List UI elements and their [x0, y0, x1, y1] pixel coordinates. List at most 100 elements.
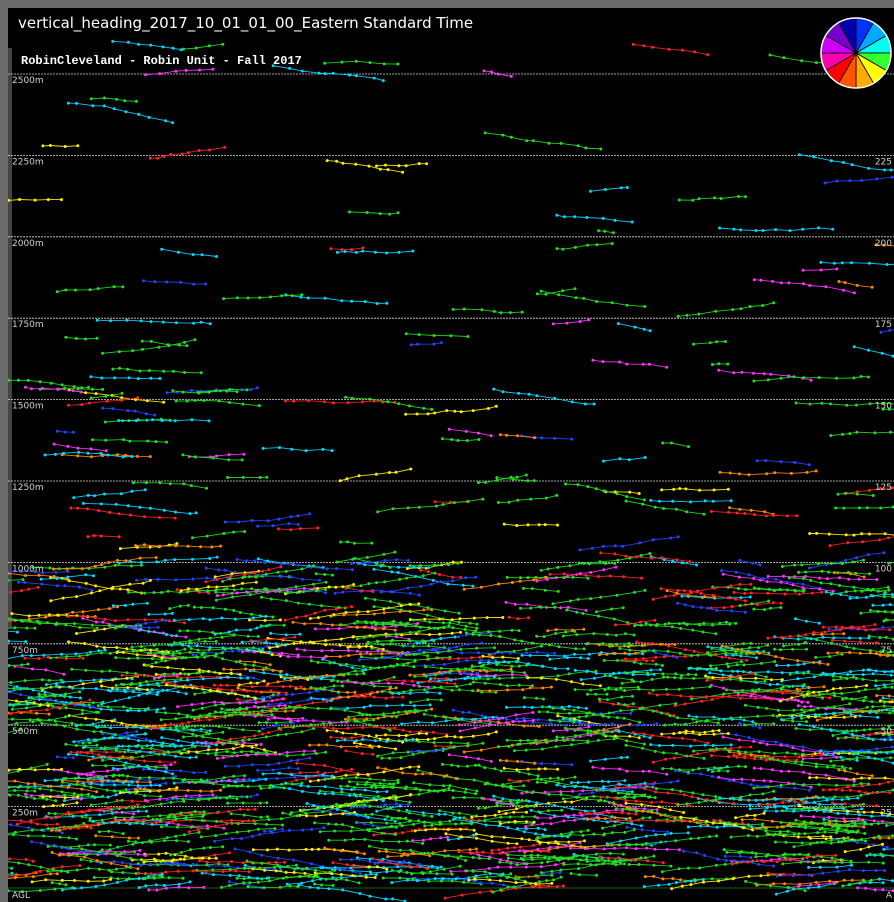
bird-track	[148, 145, 227, 160]
bird-track	[8, 886, 75, 893]
bird-track	[507, 778, 530, 784]
bird-track	[538, 839, 586, 845]
bird-track	[107, 688, 188, 696]
heading-color-wheel	[820, 17, 892, 89]
bird-track	[8, 872, 59, 880]
bird-track	[723, 854, 753, 859]
bird-track	[623, 670, 698, 677]
bird-track	[852, 345, 894, 358]
bird-track	[325, 159, 405, 174]
bird-track	[660, 859, 755, 874]
bird-track	[732, 590, 824, 596]
bird-track	[60, 872, 164, 892]
bird-track	[561, 632, 636, 638]
bird-track	[137, 880, 192, 890]
bird-track	[780, 668, 894, 683]
bird-track	[346, 644, 368, 649]
bird-track	[66, 101, 175, 125]
bird-track	[347, 210, 400, 216]
bird-track	[862, 699, 894, 704]
bird-track	[314, 572, 334, 577]
bird-track	[155, 710, 201, 719]
bird-track	[86, 534, 121, 539]
bird-track	[595, 606, 625, 614]
bird-track	[690, 683, 806, 701]
bird-track	[780, 558, 865, 568]
bird-track	[60, 453, 152, 459]
bird-track	[752, 782, 870, 790]
bird-track	[67, 388, 166, 404]
bird-track	[730, 853, 837, 866]
bird-track	[55, 684, 159, 697]
bird-tracks	[8, 39, 894, 902]
bird-track	[344, 707, 434, 721]
bird-track	[409, 698, 443, 704]
bird-track	[755, 784, 811, 792]
bird-track	[807, 863, 853, 869]
bird-track	[586, 692, 609, 696]
bird-track	[781, 860, 885, 866]
bird-track	[344, 802, 434, 818]
bird-track	[598, 700, 676, 718]
bird-track	[89, 798, 124, 807]
left-tick-label: 750m	[12, 646, 38, 656]
bird-track	[256, 766, 300, 772]
bird-track	[181, 779, 244, 787]
bird-track	[377, 849, 432, 858]
bird-track	[66, 614, 186, 625]
bird-track	[616, 322, 652, 333]
bird-track	[100, 830, 201, 852]
bird-track	[885, 824, 894, 827]
bird-track	[498, 433, 536, 440]
right-tick-label: 50	[881, 727, 893, 737]
bird-track	[308, 743, 374, 749]
bird-track	[481, 654, 520, 660]
bird-track	[117, 418, 211, 423]
bird-track	[555, 783, 634, 794]
bird-track	[841, 695, 868, 701]
bird-track	[174, 398, 261, 408]
bird-track	[347, 780, 400, 786]
bird-track	[551, 318, 591, 326]
bird-track	[819, 260, 894, 266]
bird-track	[483, 782, 603, 802]
bird-track	[856, 886, 894, 893]
bird-track	[308, 765, 421, 783]
bird-track	[516, 826, 547, 832]
bird-track	[497, 796, 588, 814]
bird-track	[8, 857, 35, 863]
bird-track	[404, 404, 498, 416]
bird-track	[483, 131, 603, 151]
left-tick-label: 1000m	[12, 564, 44, 574]
bird-track	[102, 799, 186, 813]
bird-track	[359, 655, 452, 662]
bird-track	[752, 278, 856, 295]
bird-track	[836, 491, 875, 497]
bird-track	[390, 816, 408, 821]
bird-track	[91, 763, 168, 770]
bird-track	[570, 779, 627, 785]
bird-track	[390, 868, 454, 876]
bird-track	[686, 824, 744, 829]
bird-track	[339, 784, 374, 789]
bird-track	[261, 771, 334, 778]
bird-track	[782, 718, 808, 724]
bird-track	[42, 801, 79, 809]
right-tick-label: 25	[881, 809, 892, 819]
bird-track	[492, 387, 596, 406]
bird-track	[222, 781, 304, 789]
bird-track	[391, 690, 442, 695]
bird-track	[8, 767, 63, 772]
bird-track	[659, 587, 747, 603]
bird-track	[599, 795, 692, 808]
chart-title: vertical_heading_2017_10_01_01_00_Easter…	[18, 14, 474, 32]
bird-track	[548, 656, 590, 661]
bird-track	[323, 776, 400, 782]
bird-track	[179, 580, 258, 593]
bird-track	[375, 162, 429, 168]
bird-track	[829, 756, 894, 763]
right-tick-label: 225	[875, 157, 892, 167]
bird-track	[812, 632, 846, 636]
bird-track	[297, 883, 407, 902]
bird-track	[457, 711, 535, 727]
